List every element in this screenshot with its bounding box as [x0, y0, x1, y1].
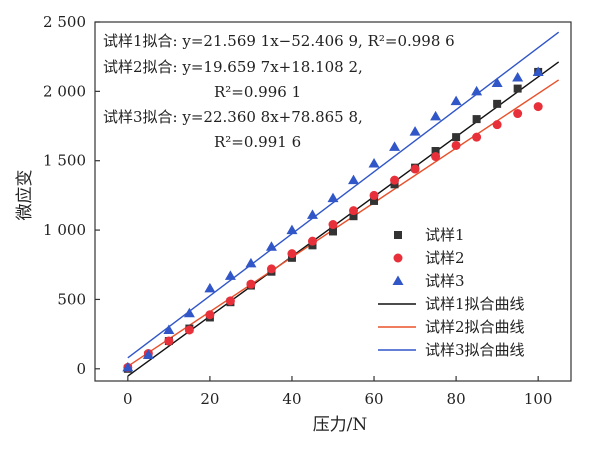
data-point-sample-3	[327, 192, 339, 203]
data-point-sample-3	[512, 71, 524, 82]
fit2-prefix: 试样2拟合:	[103, 58, 182, 76]
fit3-annotation: 试样3拟合: y=22.360 8x+78.865 8,	[103, 108, 363, 126]
data-point-sample-3	[204, 282, 216, 293]
data-point-sample-3	[430, 110, 442, 121]
data-point-sample-2	[266, 264, 276, 274]
data-point-sample-3	[450, 95, 462, 106]
data-point-sample-2	[451, 140, 461, 150]
data-point-sample-2	[513, 109, 523, 119]
data-point-sample-2	[369, 190, 379, 200]
x-tick-label: 40	[282, 390, 301, 408]
fit2-r2: R²=0.996 1	[214, 83, 301, 101]
x-axis-title: 压力/N	[313, 415, 368, 435]
data-point-sample-3	[532, 66, 544, 76]
fit3-prefix: 试样3拟合:	[103, 108, 182, 126]
x-tick-label: 100	[524, 390, 553, 408]
legend-marker	[392, 275, 404, 285]
fit3-equation: y=22.360 8x+78.865 8,	[181, 108, 362, 126]
data-point-sample-3	[183, 307, 195, 318]
y-tick-label: 2 000	[43, 82, 86, 100]
fit-line-3	[127, 31, 560, 359]
data-point-sample-1	[329, 227, 337, 236]
data-point-sample-1	[493, 99, 502, 108]
y-axis-title: 微应变	[15, 170, 35, 221]
fit1-prefix: 试样1拟合:	[103, 32, 182, 50]
data-point-sample-3	[142, 349, 154, 359]
data-point-sample-3	[163, 324, 175, 334]
fit-line-2	[127, 79, 560, 367]
legend-label: 试样1	[425, 226, 465, 244]
y-tick-label: 500	[57, 290, 86, 308]
data-point-sample-3	[224, 270, 236, 280]
data-point-sample-2	[431, 152, 441, 162]
y-tick-label: 1 500	[43, 152, 86, 170]
fit1-equation: y=21.569 1x−52.406 9, R²=0.998 6	[181, 32, 454, 50]
x-tick-label: 20	[200, 390, 219, 408]
data-point-sample-2	[472, 132, 482, 142]
data-point-sample-1	[513, 84, 522, 93]
plot-frame	[94, 21, 572, 382]
x-tick-label: 0	[123, 390, 133, 408]
data-point-sample-2	[287, 249, 297, 259]
data-point-sample-3	[348, 174, 360, 185]
data-point-sample-2	[246, 279, 256, 289]
y-tick-label: 0	[76, 360, 86, 378]
x-tick-label: 80	[447, 390, 466, 408]
y-tick-label: 2 500	[43, 13, 86, 31]
data-point-sample-3	[368, 157, 380, 168]
legend-label: 试样3	[425, 272, 465, 290]
data-point-sample-2	[205, 310, 215, 320]
data-point-sample-2	[164, 336, 174, 346]
fit-line-1	[127, 61, 560, 377]
data-point-sample-1	[452, 133, 461, 142]
data-point-sample-3	[471, 85, 483, 96]
data-point-sample-2	[225, 296, 235, 306]
data-point-sample-2	[492, 120, 502, 130]
fit3-r2: R²=0.991 6	[214, 133, 301, 151]
data-point-sample-3	[389, 141, 401, 151]
data-point-sample-3	[265, 241, 277, 251]
legend-marker	[393, 253, 403, 263]
legend-marker	[394, 231, 402, 239]
data-point-sample-3	[122, 361, 134, 372]
data-point-sample-1	[431, 147, 440, 156]
data-point-sample-2	[184, 325, 194, 335]
legend-label: 试样3拟合曲线	[425, 341, 525, 359]
fit2-annotation: 试样2拟合: y=19.659 7x+18.108 2,	[103, 58, 363, 76]
legend-label: 试样2拟合曲线	[425, 318, 525, 336]
legend-label: 试样1拟合曲线	[425, 295, 525, 313]
data-point-sample-2	[307, 236, 317, 246]
data-point-sample-2	[410, 164, 420, 174]
data-point-sample-2	[349, 206, 359, 216]
fit1-annotation: 试样1拟合: y=21.569 1x−52.406 9, R²=0.998 6	[103, 32, 455, 50]
data-point-sample-2	[328, 220, 338, 230]
data-point-sample-3	[409, 126, 421, 136]
fit2-equation: y=19.659 7x+18.108 2,	[181, 58, 362, 76]
legend-label: 试样2	[425, 249, 465, 267]
y-tick-label: 1 000	[43, 221, 86, 239]
data-point-sample-3	[491, 77, 503, 88]
data-point-sample-3	[286, 224, 298, 235]
data-point-sample-1	[472, 115, 481, 124]
data-point-sample-1	[370, 196, 379, 205]
data-point-sample-1	[349, 212, 358, 221]
data-point-sample-2	[390, 175, 400, 185]
data-point-sample-2	[533, 102, 543, 112]
data-point-sample-3	[245, 257, 257, 268]
data-point-sample-3	[306, 209, 318, 219]
x-tick-label: 60	[364, 390, 383, 408]
